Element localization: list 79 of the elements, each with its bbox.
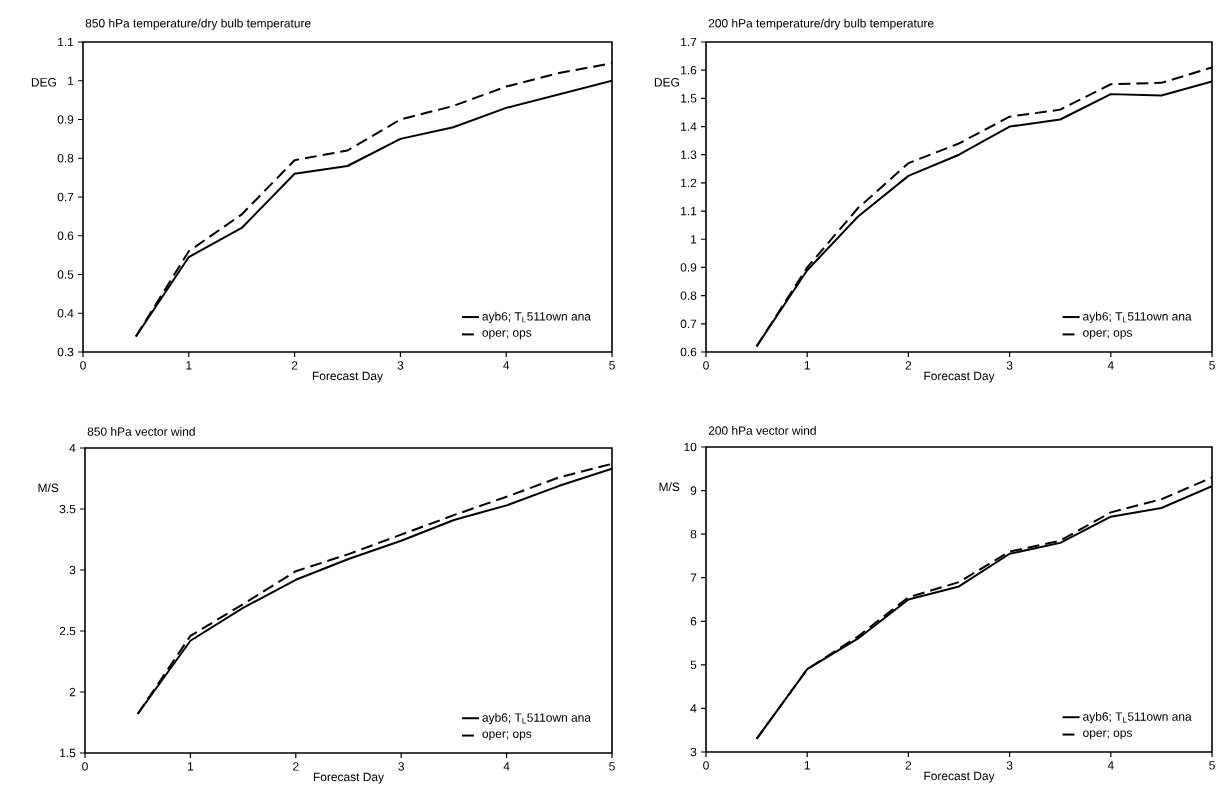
legend-label: ayb6; T$_{L}$511own ana [482, 713, 591, 725]
x-tick-label: 5 [609, 762, 615, 771]
x-tick-label: 0 [703, 761, 709, 770]
y-tick-label: 2.5 [59, 626, 76, 636]
x-axis-title: Forecast Day [924, 771, 995, 783]
y-tick-label: 3 [69, 565, 76, 575]
y-axis-title: DEG [654, 78, 679, 87]
x-tick-label: 4 [503, 361, 510, 370]
y-tick-label: 1.1 [58, 37, 74, 47]
x-tick-label: 1 [187, 762, 194, 771]
y-tick-label: 0.3 [57, 347, 74, 357]
y-tick-label: 1.4 [681, 122, 697, 131]
y-tick-label: 10 [684, 442, 697, 452]
y-tick-label: 1.5 [681, 94, 697, 103]
x-tick-label: 5 [1209, 761, 1215, 770]
y-tick-label: 2 [69, 687, 76, 697]
chart-title: 850 hPa vector wind [87, 427, 195, 436]
x-tick-label: 4 [1107, 761, 1114, 770]
y-tick-label: 0.4 [57, 309, 74, 318]
x-tick-label: 2 [905, 761, 912, 770]
x-axis-title: Forecast Day [924, 371, 995, 383]
y-tick-label: 5 [690, 660, 697, 670]
y-tick-label: 0.7 [57, 192, 74, 202]
y-tick-label: 7 [690, 573, 697, 582]
y-tick-label: 1.7 [681, 37, 697, 47]
y-tick-label: 8 [690, 529, 697, 539]
y-tick-label: 0.5 [57, 270, 74, 279]
y-tick-label: 6 [690, 617, 697, 626]
y-tick-label: 1.1 [681, 206, 697, 216]
x-tick-label: 0 [703, 361, 709, 370]
x-tick-label: 0 [82, 762, 88, 771]
y-tick-label: 0.9 [680, 263, 697, 272]
y-tick-label: 0.7 [680, 319, 697, 329]
y-tick-label: 0.8 [680, 291, 697, 300]
x-tick-label: 1 [186, 361, 192, 370]
x-tick-label: 4 [1107, 361, 1114, 370]
x-tick-label: 0 [80, 361, 86, 370]
y-tick-label: 4 [690, 704, 697, 713]
y-tick-label: 1.6 [681, 65, 697, 75]
y-tick-label: 3 [690, 747, 697, 757]
x-axis-title: Forecast Day [313, 772, 385, 784]
x-tick-label: 2 [293, 762, 299, 771]
x-axis-title: Forecast Day [312, 371, 384, 383]
y-tick-label: 4 [69, 443, 76, 453]
x-tick-label: 5 [609, 361, 615, 370]
legend-label: oper; ops [482, 731, 532, 741]
legend-label: oper; ops [1083, 730, 1132, 740]
x-tick-label: 1 [804, 361, 810, 370]
x-tick-label: 3 [397, 361, 404, 370]
y-axis-title: M/S [38, 483, 59, 493]
legend-label: ayb6; T$_{L}$511own ana [482, 311, 591, 323]
legend-label: oper; ops [1083, 330, 1132, 340]
x-tick-label: 2 [291, 361, 298, 370]
y-tick-label: 0.6 [680, 347, 697, 357]
y-axis-title: M/S [659, 482, 680, 492]
chart-title: 200 hPa temperature/dry bulb temperature [708, 18, 934, 30]
y-tick-label: 1.3 [681, 150, 697, 159]
y-tick-label: 0.6 [57, 231, 74, 240]
y-tick-label: 0.8 [57, 154, 74, 163]
x-tick-label: 4 [503, 762, 510, 771]
x-tick-label: 1 [804, 761, 810, 770]
x-tick-label: 2 [905, 361, 912, 370]
y-tick-label: 1 [691, 235, 697, 244]
y-tick-label: 1.2 [681, 178, 697, 188]
y-tick-label: 3.5 [59, 504, 76, 514]
y-tick-label: 1.5 [60, 748, 76, 758]
legend-label: oper; ops [482, 330, 532, 340]
legend-label: ayb6; T$_{L}$511own ana [1083, 311, 1192, 323]
legend-label: ayb6; T$_{L}$511own ana [1083, 712, 1192, 724]
y-axis-title: DEG [31, 78, 56, 87]
x-tick-label: 3 [398, 762, 404, 771]
y-tick-label: 0.9 [57, 115, 74, 124]
y-tick-label: 1 [68, 76, 74, 85]
chart-title: 200 hPa vector wind [708, 426, 816, 435]
y-tick-label: 9 [690, 486, 697, 495]
x-tick-label: 3 [1006, 761, 1013, 770]
chart-title: 850 hPa temperature/dry bulb temperature [85, 18, 311, 30]
x-tick-label: 5 [1209, 361, 1215, 370]
x-tick-label: 3 [1006, 361, 1013, 370]
